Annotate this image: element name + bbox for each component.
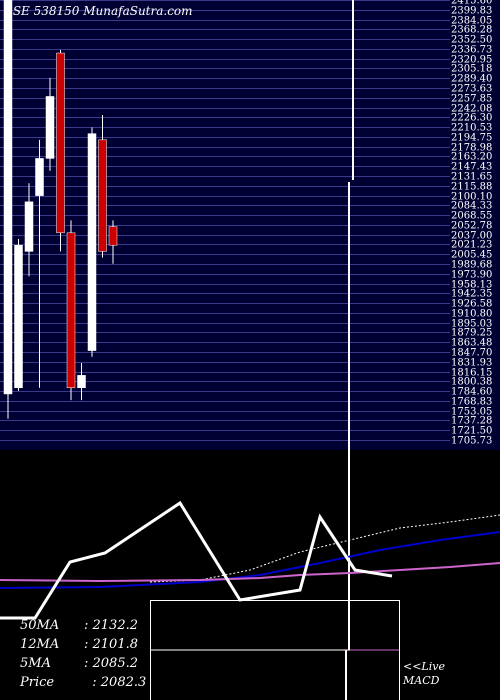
price-level-label: 2100.10 xyxy=(451,192,492,203)
macd-label: MACD xyxy=(403,674,440,687)
price-level-label: 2320.95 xyxy=(451,55,492,66)
price-level-label: 1768.83 xyxy=(451,397,492,408)
price-level-label: 1816.15 xyxy=(451,368,492,379)
stat-12ma: 12MA : 2101.8 xyxy=(20,635,146,654)
price-level-label: 1784.60 xyxy=(451,387,492,398)
price-level-label: 2163.20 xyxy=(451,152,492,163)
price-level-label: 2415.60 xyxy=(451,0,492,7)
price-level-label: 2336.73 xyxy=(451,45,492,56)
price-level-label: 1737.28 xyxy=(451,416,492,427)
live-label: <<Live xyxy=(403,660,445,673)
stat-value: : 2082.3 xyxy=(84,675,147,690)
price-level-label: 2399.83 xyxy=(451,6,492,17)
price-axis-labels: 2415.602399.832384.052368.282352.502336.… xyxy=(451,0,492,447)
price-level-label: 2242.08 xyxy=(451,104,492,115)
price-level-label: 2115.88 xyxy=(451,182,492,193)
indicator-panel xyxy=(0,500,500,651)
candlesticks xyxy=(3,0,118,419)
price-level-label: 1895.03 xyxy=(451,319,492,330)
price-level-label: 2131.65 xyxy=(451,172,492,183)
stat-label: 12MA xyxy=(20,637,60,652)
blue-ma-line xyxy=(0,531,500,589)
stat-label: 50MA xyxy=(20,618,60,633)
price-level-label: 1753.05 xyxy=(451,407,492,418)
price-level-label: 1926.58 xyxy=(451,299,492,310)
price-level-label: 1721.50 xyxy=(451,426,492,437)
price-level-label: 2384.05 xyxy=(451,16,492,27)
candle-bull xyxy=(45,96,55,159)
price-level-label: 2021.23 xyxy=(451,240,492,251)
stat-price: Price : 2082.3 xyxy=(20,673,146,692)
price-level-label: 2257.85 xyxy=(451,94,492,105)
price-level-label: 1973.90 xyxy=(451,270,492,281)
candle-bear xyxy=(66,232,76,389)
price-level-label: 2005.45 xyxy=(451,250,492,261)
price-level-label: 2226.30 xyxy=(451,113,492,124)
stat-value: : 2085.2 xyxy=(84,656,138,671)
candle-bull xyxy=(14,244,23,389)
stat-label: Price xyxy=(20,675,55,690)
price-level-label: 1879.25 xyxy=(451,328,492,339)
price-level-label: 2210.53 xyxy=(451,123,492,134)
candle-bear xyxy=(98,139,107,252)
price-level-label: 1800.38 xyxy=(451,377,492,388)
price-level-label: 2084.33 xyxy=(451,201,492,212)
stat-value: : 2132.2 xyxy=(84,618,138,633)
price-level-label: 2352.50 xyxy=(451,35,492,46)
candle-bull xyxy=(35,158,44,196)
candle-bull xyxy=(3,0,13,395)
price-grid xyxy=(0,0,450,441)
price-level-label: 1863.48 xyxy=(451,338,492,349)
price-level-label: 2147.43 xyxy=(451,162,492,173)
price-level-label: 1989.68 xyxy=(451,260,492,271)
macd-box xyxy=(150,600,400,700)
price-level-label: 1847.70 xyxy=(451,348,492,359)
stat-5ma: 5MA : 2085.2 xyxy=(20,654,146,673)
violet-ma-line xyxy=(0,562,500,583)
macd-legend: <<Live MACD xyxy=(403,660,445,688)
stat-value: : 2101.8 xyxy=(84,637,138,652)
price-level-label: 2305.18 xyxy=(451,64,492,75)
candle-bull xyxy=(24,201,34,252)
white-volume-line xyxy=(0,500,393,620)
price-level-label: 1705.73 xyxy=(451,436,492,447)
candle-bull xyxy=(77,375,86,389)
price-level-label: 2068.55 xyxy=(451,211,492,222)
candle-bear xyxy=(56,52,65,234)
price-level-label: 1958.13 xyxy=(451,280,492,291)
stat-label: 5MA xyxy=(20,656,51,671)
price-level-label: 2194.75 xyxy=(451,133,492,144)
price-level-label: 2037.00 xyxy=(451,231,492,242)
chart-title: BSE 538150 MunafaSutra.com xyxy=(4,4,193,18)
price-level-label: 1942.35 xyxy=(451,289,492,300)
price-level-label: 2289.40 xyxy=(451,74,492,85)
ma-stats: 50MA : 2132.2 12MA : 2101.8 5MA : 2085.2… xyxy=(20,616,146,692)
candle-bear xyxy=(108,226,118,246)
stat-50ma: 50MA : 2132.2 xyxy=(20,616,146,635)
price-level-label: 1910.80 xyxy=(451,309,492,320)
price-level-label: 2052.78 xyxy=(451,221,492,232)
price-level-label: 1831.93 xyxy=(451,358,492,369)
candle-bull xyxy=(87,133,97,351)
price-level-label: 2273.63 xyxy=(451,84,492,95)
price-level-label: 2178.98 xyxy=(451,143,492,154)
price-level-label: 2368.28 xyxy=(451,25,492,36)
